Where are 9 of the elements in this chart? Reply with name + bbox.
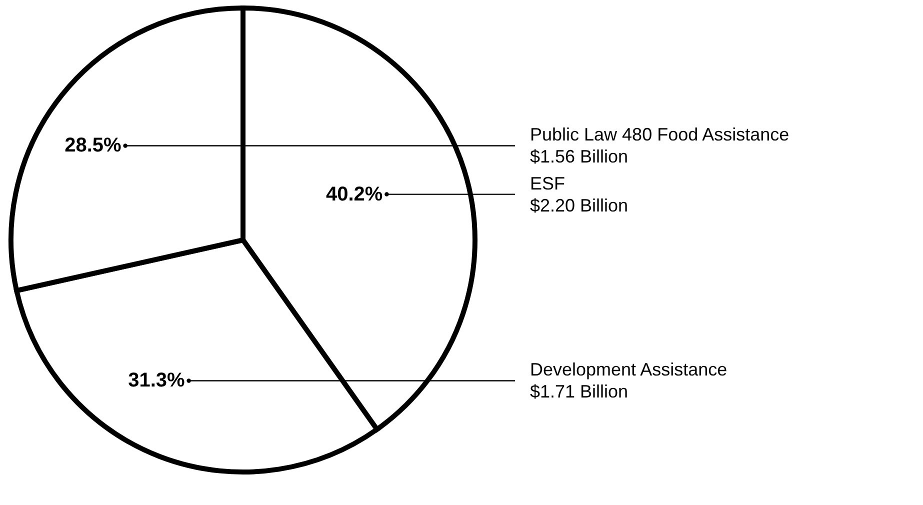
slice-label: Public Law 480 Food Assistance xyxy=(530,124,790,145)
text: $1.71 Billion xyxy=(530,382,628,402)
data-label: 28.5% xyxy=(64,134,122,157)
slice-label: Development Assistance xyxy=(530,360,728,380)
text: $2.20 Billion xyxy=(530,195,628,216)
slice-label: ESF xyxy=(530,173,566,194)
text: $1.56 Billion xyxy=(530,146,628,167)
data-label: 31.3% xyxy=(128,370,186,392)
data-label: 40.2% xyxy=(326,183,383,206)
